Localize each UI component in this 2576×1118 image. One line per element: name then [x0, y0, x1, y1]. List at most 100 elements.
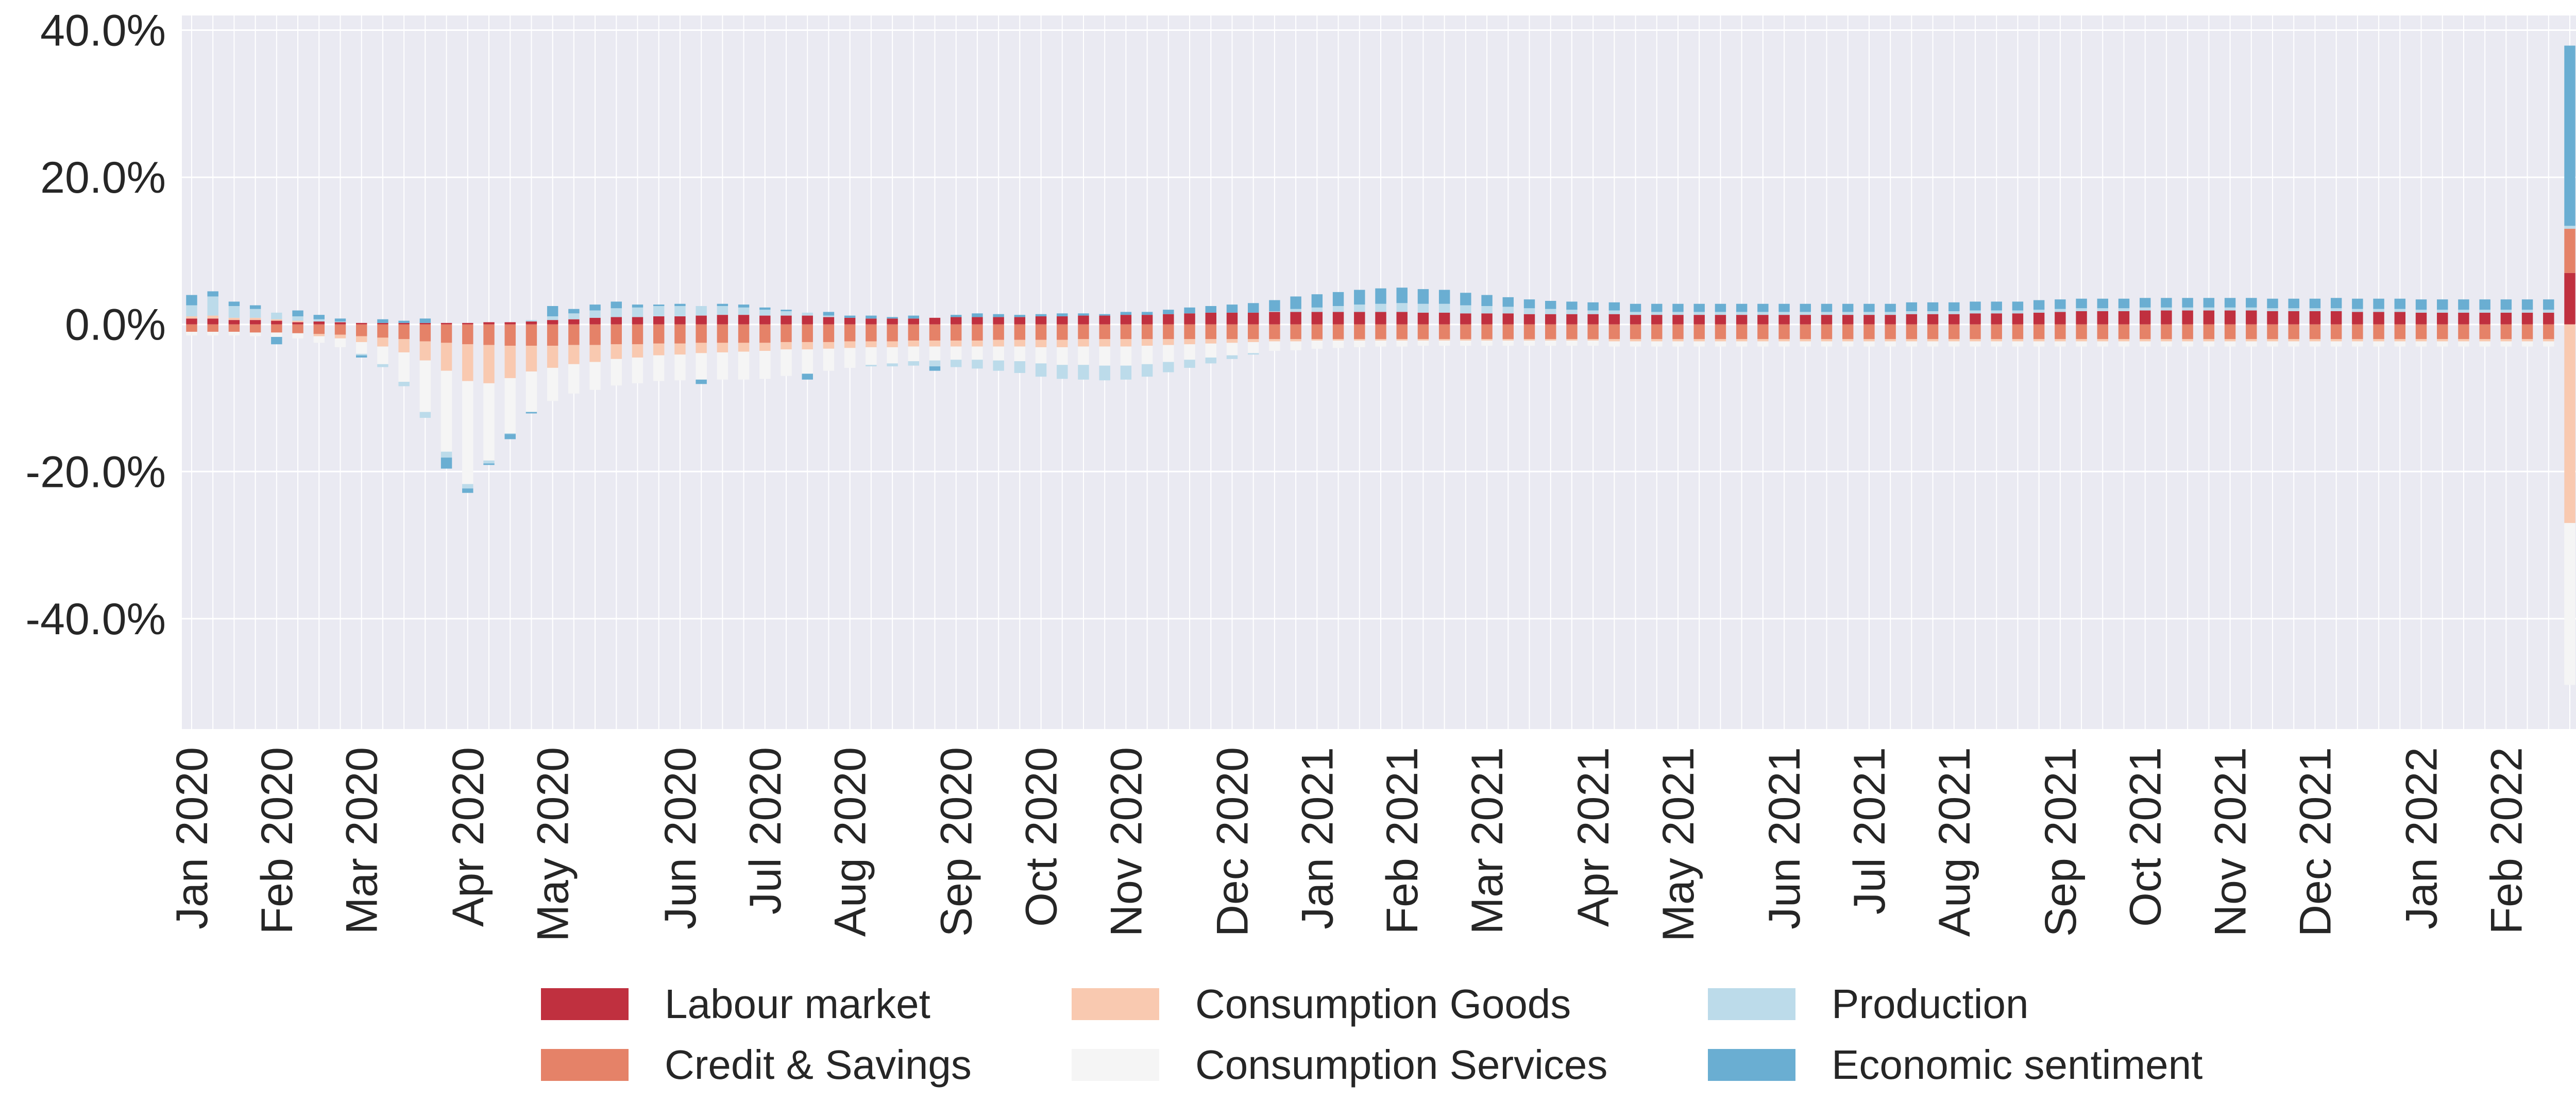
bar-segment: [1715, 315, 1726, 325]
bar-segment: [2033, 324, 2045, 340]
bar-segment: [2182, 298, 2193, 308]
bar-segment: [802, 342, 813, 350]
bar-segment: [207, 296, 218, 316]
bar-segment: [1354, 312, 1365, 325]
bar-segment: [377, 337, 388, 347]
bar-segment: [1991, 339, 2002, 342]
bar-segment: [717, 315, 728, 325]
bar-segment: [2394, 312, 2406, 325]
bar-segment: [1375, 339, 1386, 341]
bar-segment: [2033, 341, 2045, 347]
bar-segment: [2161, 324, 2172, 340]
bar-segment: [2543, 310, 2554, 313]
bar-segment: [1057, 316, 1068, 325]
bar-segment: [1184, 344, 1195, 360]
bar-segment: [1778, 303, 1790, 312]
bar-segment: [2076, 298, 2087, 309]
bar-segment: [1438, 324, 1450, 340]
bar-segment: [1417, 312, 1429, 325]
bar-segment: [1057, 340, 1068, 347]
bar-segment: [2394, 341, 2406, 347]
bar-segment: [1608, 302, 1620, 311]
bar-segment: [887, 324, 898, 342]
bar-segment: [866, 324, 877, 342]
bar-segment: [2436, 339, 2448, 342]
bar-segment: [2224, 310, 2236, 325]
bar-segment: [1099, 314, 1110, 316]
legend-swatch: [1708, 988, 1795, 1020]
bar-segment: [653, 324, 665, 344]
legend-label: Credit & Savings: [665, 1042, 972, 1088]
bar-segment: [1927, 311, 1939, 314]
bar-segment: [2118, 298, 2130, 309]
bar-segment: [1906, 314, 1918, 325]
bar-segment: [2097, 308, 2109, 311]
bar-segment: [2352, 341, 2363, 347]
bar-segment: [2521, 310, 2533, 313]
bar-segment: [1163, 314, 1174, 325]
bar-segment: [1885, 341, 1896, 347]
bar-segment: [674, 306, 686, 316]
bar-segment: [1948, 314, 1960, 325]
bar-segment: [2394, 324, 2406, 340]
bar-segment: [568, 309, 580, 314]
bar-segment: [547, 346, 558, 368]
bar-segment: [1057, 347, 1068, 365]
x-tick-label: Nov 2021: [2206, 747, 2256, 937]
bar-segment: [1693, 339, 1705, 342]
bar-segment: [2479, 339, 2490, 342]
bar-segment: [1545, 309, 1556, 314]
bar-segment: [526, 320, 537, 321]
bar-segment: [2139, 310, 2151, 325]
bar-segment: [1460, 324, 1471, 340]
bar-segment: [1205, 306, 1217, 313]
bar-segment: [929, 317, 941, 325]
x-tick-label: Mar 2021: [1463, 747, 1512, 934]
bar-segment: [2246, 341, 2257, 347]
bar-segment: [1800, 324, 1811, 340]
bar-segment: [186, 295, 197, 306]
bar-segment: [547, 306, 558, 316]
bar-segment: [1651, 315, 1663, 325]
bar-segment: [1545, 301, 1556, 309]
bar-segment: [1460, 313, 1471, 325]
bar-segment: [1141, 364, 1153, 377]
bar-segment: [759, 324, 771, 343]
bar-segment: [1821, 339, 1833, 342]
bar-segment: [1438, 290, 1450, 304]
bar-segment: [2267, 298, 2278, 309]
bar-segment: [313, 336, 325, 343]
legend-swatch: [1072, 988, 1159, 1020]
bar-segment: [1736, 312, 1748, 315]
bar-segment: [2139, 307, 2151, 311]
bar-segment: [1587, 310, 1599, 314]
bar-segment: [993, 340, 1004, 347]
bar-segment: [2564, 324, 2575, 523]
bar-segment: [1078, 315, 1089, 325]
bar-segment: [1885, 339, 1896, 342]
bar-segment: [2118, 339, 2130, 342]
bar-segment: [1502, 313, 1514, 325]
bar-segment: [717, 324, 728, 343]
bar-segment: [887, 363, 898, 367]
plot-area-background: [182, 15, 2576, 729]
bar-segment: [1014, 317, 1026, 325]
bar-segment: [2373, 341, 2384, 347]
bar-segment: [2352, 324, 2363, 340]
bar-segment: [1863, 315, 1875, 325]
bar-segment: [271, 320, 282, 325]
bar-segment: [2033, 300, 2045, 310]
bar-segment: [2267, 324, 2278, 340]
bar-segment: [377, 319, 388, 323]
bar-segment: [993, 317, 1004, 325]
bar-segment: [2182, 341, 2193, 347]
bar-segment: [1396, 339, 1408, 341]
bar-segment: [1120, 312, 1132, 315]
bar-segment: [802, 315, 813, 325]
bar-segment: [1757, 315, 1769, 325]
bar-segment: [313, 324, 325, 334]
y-axis-tick-labels: 40.0% 20.0% 0.0% -20.0% -40.0%: [26, 6, 166, 644]
bar-segment: [2097, 339, 2109, 342]
bar-segment: [1247, 312, 1259, 325]
bar-segment: [228, 317, 240, 320]
